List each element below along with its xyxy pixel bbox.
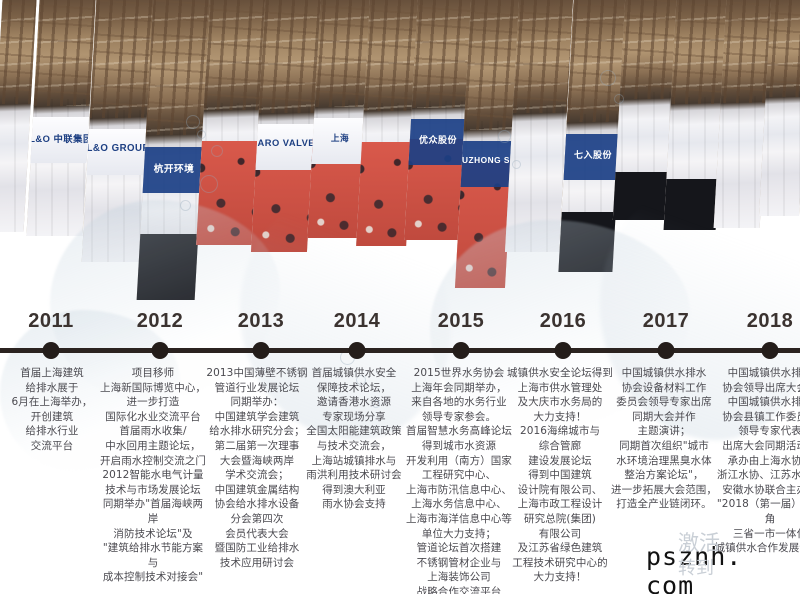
timeline-dot-2013[interactable] — [252, 342, 270, 359]
timeline-dot-2012[interactable] — [151, 342, 169, 359]
year-label-2012: 2012 — [136, 310, 184, 332]
timeline-dot-2016[interactable] — [554, 342, 572, 359]
windows-activation-watermark: 激活 转到 — [678, 530, 798, 582]
exhibition-photo-strip: L&O 中联集团 L&O GROUP 杭开环境 KARO VALVES 上海 优众股份 YO… — [0, 0, 800, 300]
timeline-dot-2018[interactable] — [761, 342, 779, 359]
year-description-2012: 项目移师 上海新国际博览中心， 进一步打造 国际化水业交流平台 首届雨水收集/ … — [100, 367, 206, 584]
booth-sign-text: KARO VALVES — [250, 138, 322, 148]
year-label-2018: 2018 — [746, 310, 794, 332]
year-description-2017: 中国城镇供水排水 协会设备材料工作 委员会领导专家出席 同期大会并作 主题演讲；… — [611, 367, 717, 511]
year-label-2016: 2016 — [539, 310, 587, 332]
timeline-dot-2014[interactable] — [348, 342, 366, 359]
booth-sign-text: 优众股份 — [418, 135, 457, 145]
booth-sign-text: L&O GROUP — [86, 143, 150, 154]
year-description-2011: 首届上海建筑 给排水展于 6月在上海举办， 开创建筑 给排水行业 交流平台 — [11, 367, 93, 452]
timeline-dot-2015[interactable] — [452, 342, 470, 359]
hall-ceiling-truss — [0, 0, 37, 105]
year-label-2015: 2015 — [437, 310, 485, 332]
year-description-2013: 2013中国薄壁不锈钢 管道行业发展论坛 同期举办： 中国建筑学会建筑 给水排水… — [206, 367, 308, 569]
activation-line-1: 激活 — [678, 531, 720, 555]
year-label-2017: 2017 — [642, 310, 690, 332]
hall-ceiling-truss — [26, 0, 96, 107]
year-description-2015: 2015世界水务协会 上海年会同期举办， 来自各地的水务行业 领导专家参会。 首… — [406, 367, 512, 594]
activation-line-2: 转到 — [678, 558, 714, 579]
foreground-shadow-block — [558, 212, 628, 272]
site-watermark: psznh. com — [646, 542, 743, 594]
hall-wall — [758, 90, 800, 216]
timeline-dot-2017[interactable] — [657, 342, 675, 359]
year-description-2018: 中国城镇供水排水 协会领导出席大会， 中国城镇供水排水 协会县镇工作委员会 领导… — [714, 367, 800, 555]
timeline-dot-2011[interactable] — [42, 342, 60, 359]
year-label-2011: 2011 — [28, 310, 74, 332]
year-description-2016: 城镇供水安全论坛得到 上海市供水管理处 及大庆市水务局的 大力支持！ 2016海… — [507, 367, 613, 584]
year-label-2014: 2014 — [333, 310, 381, 332]
year-description-2014: 首届城镇供水安全 保障技术论坛， 邀请香港水资源 专家现场分享 全国太阳能建筑政… — [306, 367, 402, 511]
timeline-axis — [0, 348, 800, 353]
year-label-2013: 2013 — [237, 310, 285, 332]
booth-sign-text: L&O 中联集团 — [29, 134, 93, 144]
